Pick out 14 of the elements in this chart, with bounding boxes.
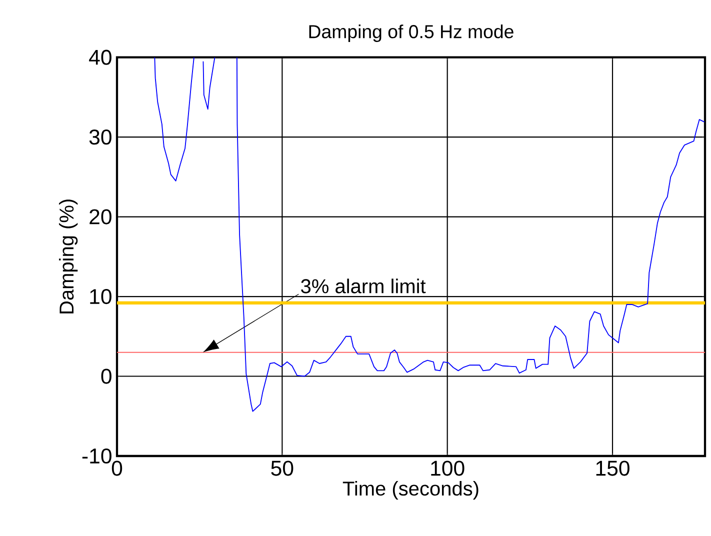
y-tick-label: -10 <box>82 448 112 464</box>
x-tick-label: 0 <box>112 460 122 476</box>
x-tick-label: 50 <box>271 460 294 476</box>
y-axis-title: Damping (%) <box>58 200 78 314</box>
chart-title: Damping of 0.5 Hz mode <box>309 24 514 42</box>
y-tick-label: 40 <box>89 50 112 65</box>
y-tick-label: 10 <box>90 288 112 304</box>
y-tick-label: 20 <box>90 209 112 224</box>
x-axis-title: Time (seconds) <box>342 480 478 500</box>
y-tick-label: 30 <box>89 130 112 145</box>
y-tick-label: 0 <box>101 368 112 384</box>
x-tick-label: 100 <box>431 460 464 476</box>
x-tick-label: 150 <box>596 460 630 476</box>
ref-line-label: 3% alarm limit <box>301 278 426 294</box>
